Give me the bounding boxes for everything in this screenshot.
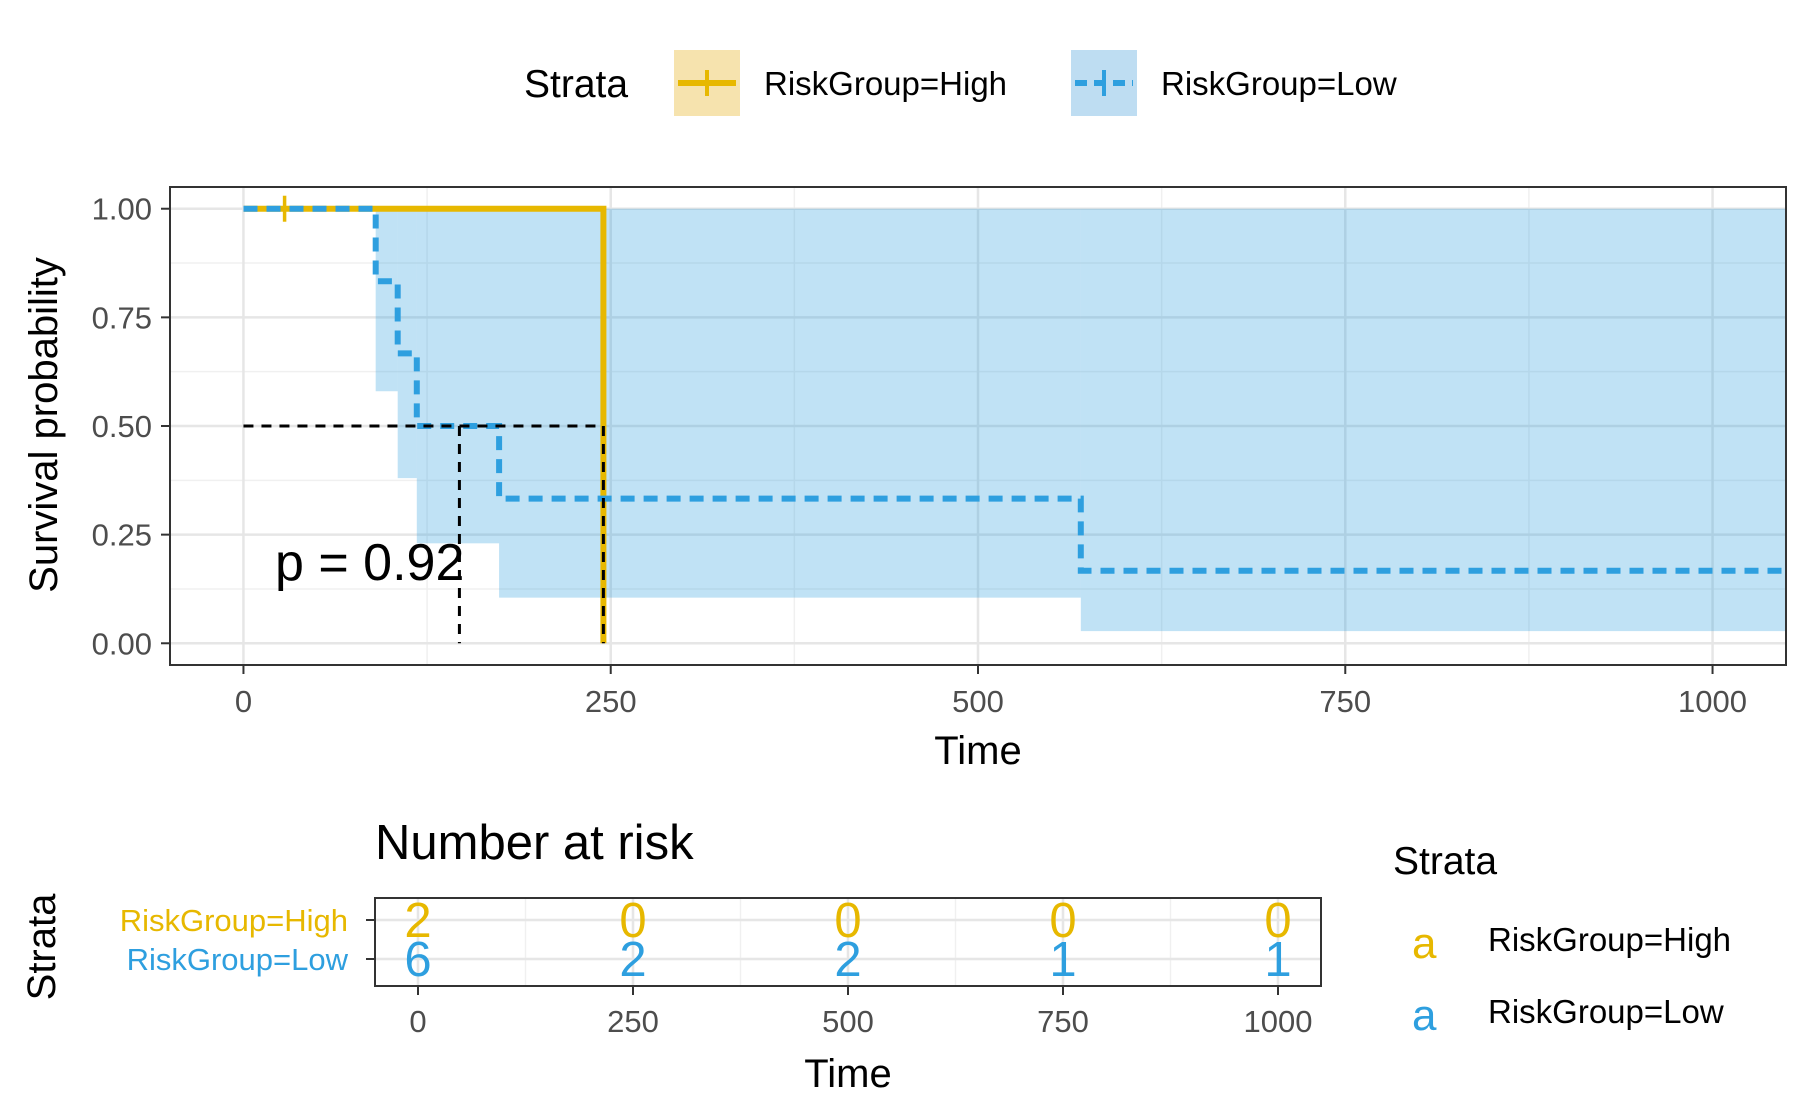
risk-table-row-labels: RiskGroup=High RiskGroup=Low [120, 903, 375, 977]
ci-band-riskgroup-low [375, 208, 398, 392]
risk-x-tick-label: 1000 [1244, 1004, 1313, 1039]
risk-x-tick-label: 500 [822, 1004, 874, 1039]
x-tick-label: 750 [1319, 684, 1371, 719]
p-value-label: p = 0.92 [275, 534, 464, 592]
risk-legend-key-low: a [1412, 991, 1437, 1040]
risk-x-tick-label: 0 [409, 1004, 426, 1039]
risk-table-grid [375, 898, 1321, 986]
ci-band-riskgroup-low [499, 208, 1081, 598]
risk-table-x-axis: 0 250 500 750 1000 [409, 986, 1312, 1039]
risk-legend-title: Strata [1393, 840, 1497, 883]
median-lines [243, 424, 605, 644]
legend-label-high: RiskGroup=High [764, 65, 1007, 102]
risk-table-x-label: Time [804, 1052, 891, 1096]
risk-count-riskgroup-low: 2 [834, 933, 861, 987]
risk-count-riskgroup-low: 2 [619, 933, 646, 987]
risk-count-riskgroup-high: 0 [834, 894, 861, 948]
risk-table-legend: Strata a RiskGroup=High a RiskGroup=Low [1393, 840, 1731, 1040]
confidence-bands [375, 208, 1786, 632]
risk-count-riskgroup-high: 0 [619, 894, 646, 948]
legend-label-low: RiskGroup=Low [1161, 65, 1397, 102]
y-axis-label: Survival probability [22, 257, 66, 593]
x-tick-label: 500 [952, 684, 1004, 719]
risk-legend-key-high: a [1412, 919, 1437, 968]
risk-legend-label-low: RiskGroup=Low [1488, 993, 1724, 1030]
x-tick-label: 0 [235, 684, 252, 719]
top-legend: Strata RiskGroup=High RiskGroup=Low [524, 50, 1397, 116]
risk-count-riskgroup-high: 0 [1264, 894, 1291, 948]
risk-row-label-riskgroup-high: RiskGroup=High [120, 903, 348, 938]
ci-band-riskgroup-low [1080, 208, 1786, 632]
risk-row-label-riskgroup-low: RiskGroup=Low [127, 942, 349, 977]
legend-key-high [674, 50, 740, 116]
y-tick-label: 0.50 [92, 409, 152, 444]
ci-band-riskgroup-low [416, 208, 500, 544]
risk-table: Number at risk 2 0 0 0 06 2 2 1 1 RiskGroup=High… [20, 816, 1322, 1096]
survival-curve-riskgroup-low [243, 205, 1786, 574]
y-axis: 0.00 0.25 0.50 0.75 1.00 [92, 192, 170, 661]
y-tick-label: 1.00 [92, 192, 152, 227]
risk-count-riskgroup-low: 6 [404, 933, 431, 987]
ci-band-riskgroup-low [397, 208, 417, 479]
risk-count-riskgroup-high: 0 [1049, 894, 1076, 948]
risk-count-riskgroup-low: 1 [1049, 933, 1076, 987]
legend-title: Strata [524, 63, 628, 106]
y-tick-label: 0.00 [92, 626, 152, 661]
y-tick-label: 0.25 [92, 518, 152, 553]
x-axis: 0 250 500 750 1000 [235, 665, 1747, 719]
x-axis-label: Time [934, 729, 1021, 773]
survival-plot: 0.00 0.25 0.50 0.75 1.00 0 250 500 750 1000 p = … [22, 186, 1787, 773]
risk-legend-label-high: RiskGroup=High [1488, 921, 1731, 958]
x-tick-label: 250 [585, 684, 637, 719]
risk-table-title: Number at risk [375, 816, 694, 870]
risk-count-riskgroup-high: 2 [404, 894, 431, 948]
risk-table-y-label: Strata [20, 893, 64, 1000]
legend-key-low [1071, 50, 1137, 116]
x-tick-label: 1000 [1678, 684, 1747, 719]
risk-count-riskgroup-low: 1 [1264, 933, 1291, 987]
risk-table-counts: 2 0 0 0 06 2 2 1 1 [404, 894, 1291, 987]
risk-x-tick-label: 250 [607, 1004, 659, 1039]
risk-x-tick-label: 750 [1037, 1004, 1089, 1039]
y-tick-label: 0.75 [92, 300, 152, 335]
